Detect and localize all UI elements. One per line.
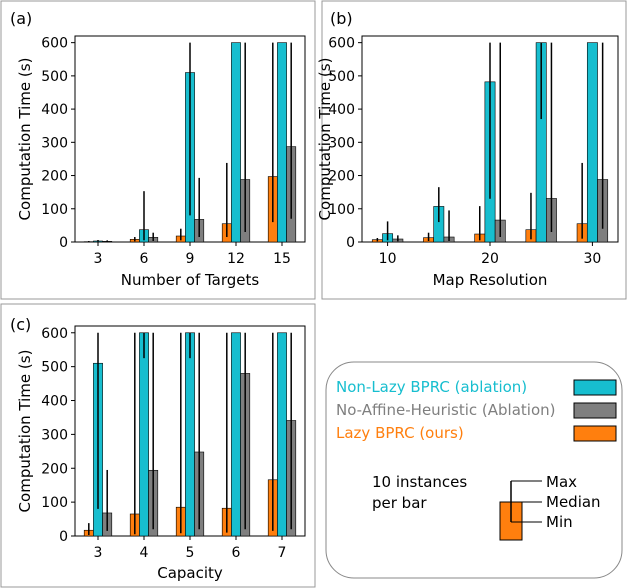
panel-a-frame: [0, 0, 316, 300]
x-tick-label: 15: [273, 251, 291, 267]
y-tick-label: 200: [41, 461, 68, 477]
bar-nonlazy: [586, 42, 598, 243]
x-tick-label: 5: [186, 545, 195, 561]
x-tick-label: 9: [186, 251, 195, 267]
legend-frame: [325, 361, 623, 579]
y-tick-label: 0: [59, 235, 68, 251]
bar-nonlazy: [231, 42, 241, 243]
x-tick-label: 3: [94, 251, 103, 267]
x-tick-label: 6: [232, 545, 241, 561]
panel-label: (c): [10, 315, 31, 334]
chart-c: (c) 0 100 200 300 400 500 600 3 4 5 6 7 Capacity Compu…: [10, 315, 306, 582]
panel-label: (a): [10, 9, 32, 28]
legend-nonlazy-label: Non-Lazy BPRC (ablation): [336, 378, 527, 396]
legend: Non-Lazy BPRC (ablation) No-Affine-Heuri…: [325, 361, 623, 579]
x-axis-label: Number of Targets: [121, 271, 260, 289]
panel-c-frame: [0, 303, 316, 588]
legend-noaffine-swatch: [573, 402, 617, 419]
y-tick-label: 0: [346, 235, 355, 251]
x-tick-label: 30: [583, 251, 601, 267]
y-tick-label: 600: [41, 36, 68, 52]
legend-lazy-swatch: [573, 425, 617, 442]
chart-b: (b) 0 100 200 300 400 500 600 10 20 30 Map Resoluti…: [316, 9, 619, 289]
legend-noaffine-label: No-Affine-Heuristic (Ablation): [336, 401, 555, 419]
y-tick-label: 400: [41, 394, 68, 410]
x-axis-label: Map Resolution: [433, 271, 548, 289]
y-tick-label: 400: [328, 102, 355, 118]
y-tick-label: 500: [328, 69, 355, 85]
y-tick-label: 200: [41, 169, 68, 185]
y-tick-label: 100: [41, 495, 68, 511]
x-tick-label: 10: [379, 251, 397, 267]
y-tick-label: 300: [328, 135, 355, 151]
y-axis-label: Computation Time (s): [16, 350, 34, 513]
legend-lazy-label: Lazy BPRC (ours): [336, 424, 464, 442]
bar-nonlazy: [231, 332, 241, 537]
bar-nonlazy: [139, 332, 149, 537]
x-tick-label: 4: [140, 545, 149, 561]
legend-max-label: Max: [546, 473, 577, 491]
y-tick-label: 500: [41, 360, 68, 376]
panel-label: (b): [330, 9, 353, 28]
y-tick-label: 500: [41, 69, 68, 85]
x-tick-label: 12: [227, 251, 245, 267]
y-tick-label: 600: [328, 36, 355, 52]
bar-nonlazy: [277, 332, 287, 537]
y-tick-label: 200: [328, 169, 355, 185]
legend-min-label: Min: [546, 513, 573, 531]
x-axis-label: Capacity: [157, 564, 223, 582]
y-tick-label: 300: [41, 427, 68, 443]
y-axis-label: Computation Time (s): [16, 58, 34, 221]
y-tick-label: 600: [41, 326, 68, 342]
x-tick-label: 6: [140, 251, 149, 267]
y-tick-label: 100: [328, 202, 355, 218]
x-tick-label: 20: [481, 251, 499, 267]
y-tick-label: 400: [41, 102, 68, 118]
legend-nonlazy-swatch: [573, 379, 617, 396]
y-tick-label: 0: [59, 529, 68, 545]
chart-a: (a) 0 100 200 300 400 500 600 3 6 9 12 15 Number of T…: [10, 9, 306, 289]
legend-median-label: Median: [546, 493, 601, 511]
bar-nonlazy: [185, 332, 195, 537]
panel-b-frame: [321, 0, 627, 300]
bar-nonlazy: [277, 42, 287, 243]
legend-instances-line1: 10 instances: [372, 473, 467, 491]
x-tick-label: 3: [94, 545, 103, 561]
y-tick-label: 300: [41, 135, 68, 151]
y-axis-label: Computation Time (s): [316, 58, 334, 221]
y-tick-label: 100: [41, 202, 68, 218]
x-tick-label: 7: [278, 545, 287, 561]
legend-instances-line2: per bar: [372, 494, 427, 512]
